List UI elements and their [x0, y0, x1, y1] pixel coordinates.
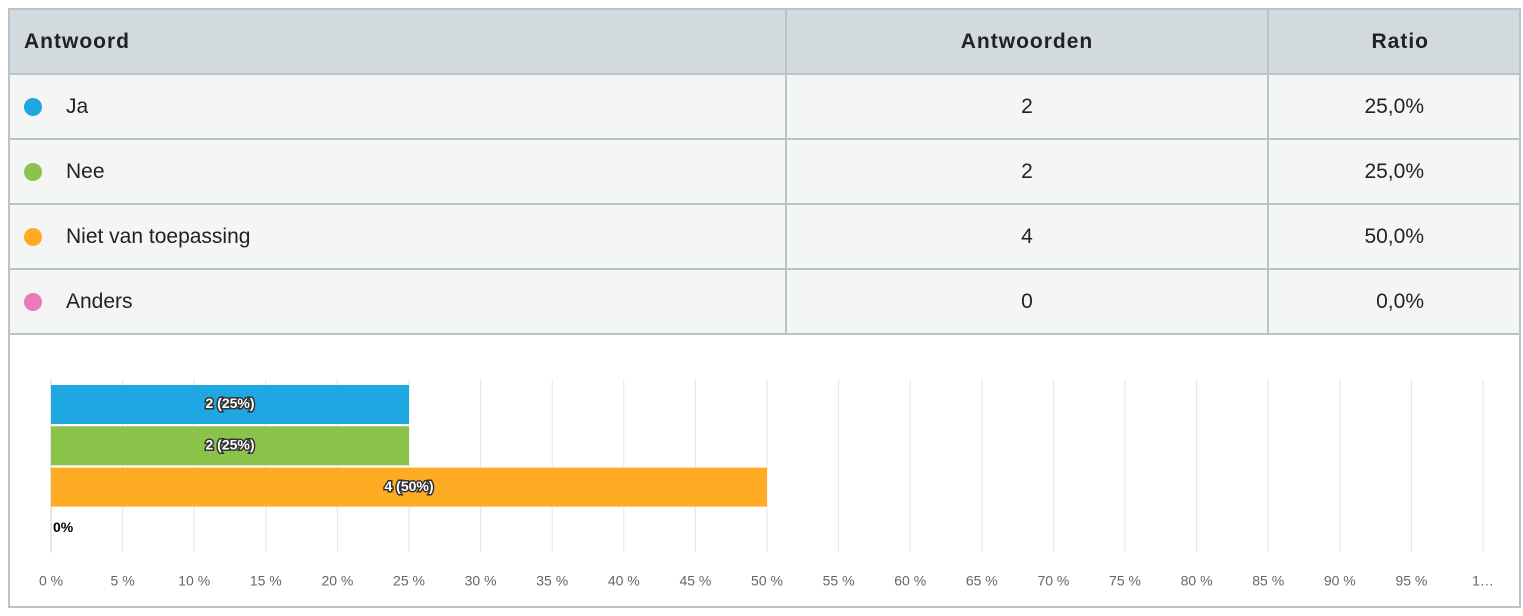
x-tick-label: 60 %: [894, 573, 926, 589]
cell-text: 0,0%: [1376, 289, 1424, 313]
data-label: 0%: [53, 519, 74, 535]
table-cell: Niet van toepassing: [10, 203, 787, 270]
x-tick-label: 0 %: [39, 573, 63, 589]
data-label: 2 (25%): [205, 437, 254, 453]
x-tick-label: 45 %: [679, 573, 711, 589]
x-tick-label: 55 %: [823, 573, 855, 589]
cell-text: Nee: [66, 159, 105, 183]
result-table: Antwoord Antwoorden Ratio Ja 2 25,0% Nee 2 25…: [10, 10, 1519, 335]
x-tick-label: 95 %: [1395, 573, 1427, 589]
table-row: Nee 2 25,0%: [10, 138, 1519, 205]
header-cell: Antwoorden: [785, 10, 1269, 75]
x-tick-label: 15 %: [250, 573, 282, 589]
x-tick-label: 30 %: [465, 573, 497, 589]
cell-text: 4: [1021, 224, 1033, 248]
x-tick-label: 25 %: [393, 573, 425, 589]
x-tick-label: 50 %: [751, 573, 783, 589]
table-cell: 4: [785, 203, 1269, 270]
header-cell: Antwoord: [10, 10, 787, 75]
data-label: 4 (50%): [384, 478, 433, 494]
cell-text: 2: [1021, 94, 1033, 118]
cell-text: 25,0%: [1364, 159, 1424, 183]
cell-text: Ja: [66, 94, 89, 118]
x-tick-label: 10 %: [178, 573, 210, 589]
x-tick-label: 90 %: [1324, 573, 1356, 589]
x-tick-label: 1…: [1472, 573, 1494, 589]
chart: 0 % 5 % 10 % 15 % 20 % 25 % 30 % 35 % 40 % 45 % 50…: [39, 379, 1494, 589]
legend-dot: [24, 97, 42, 116]
x-tick-label: 85 %: [1252, 573, 1284, 589]
legend-dot: [24, 292, 42, 311]
table-cell: Nee: [10, 138, 787, 205]
x-tick-label: 75 %: [1109, 573, 1141, 589]
table-cell: 2: [785, 138, 1269, 205]
x-tick-label: 40 %: [608, 573, 640, 589]
header-cell: Ratio: [1267, 10, 1519, 75]
cell-text: Niet van toepassing: [66, 224, 251, 248]
cell-text: 0: [1021, 289, 1033, 313]
x-tick-label: 35 %: [536, 573, 568, 589]
x-tick-label: 65 %: [966, 573, 998, 589]
bar: [51, 426, 409, 466]
cell-text: 2: [1021, 159, 1033, 183]
cell-text: 50,0%: [1364, 224, 1424, 248]
table-row: Anders 0 0,0%: [10, 268, 1519, 335]
result-panel: Antwoord Antwoorden Ratio Ja 2 25,0% Nee 2 25…: [8, 8, 1521, 608]
x-tick-label: 80 %: [1181, 573, 1213, 589]
cell-text: Anders: [66, 289, 133, 313]
bar: [51, 467, 767, 507]
x-tick-label: 20 %: [321, 573, 353, 589]
x-tick-label: 70 %: [1037, 573, 1069, 589]
data-label: 2 (25%): [205, 395, 254, 411]
table-cell: Ja: [10, 73, 787, 140]
cell-text: 25,0%: [1364, 94, 1424, 118]
x-tick-label: 5 %: [111, 573, 135, 589]
legend-dot: [24, 227, 42, 246]
table-row: Niet van toepassing 4 50,0%: [10, 203, 1519, 270]
table-row: Ja 2 25,0%: [10, 73, 1519, 140]
table-cell: 25,0%: [1267, 138, 1519, 205]
table-cell: 25,0%: [1267, 73, 1519, 140]
table-cell: Anders: [10, 268, 787, 335]
table-cell: 0,0%: [1267, 268, 1519, 335]
bar: [51, 385, 409, 424]
legend-dot: [24, 162, 42, 181]
table-cell: 0: [785, 268, 1269, 335]
table-cell: 50,0%: [1267, 203, 1519, 270]
table-cell: 2: [785, 73, 1269, 140]
